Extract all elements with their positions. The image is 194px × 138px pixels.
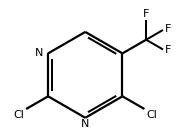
Text: F: F [143,9,149,19]
Text: F: F [165,45,171,55]
Text: N: N [81,119,89,129]
Text: Cl: Cl [147,110,158,120]
Text: Cl: Cl [13,110,24,120]
Text: F: F [165,24,171,34]
Text: N: N [35,48,43,58]
